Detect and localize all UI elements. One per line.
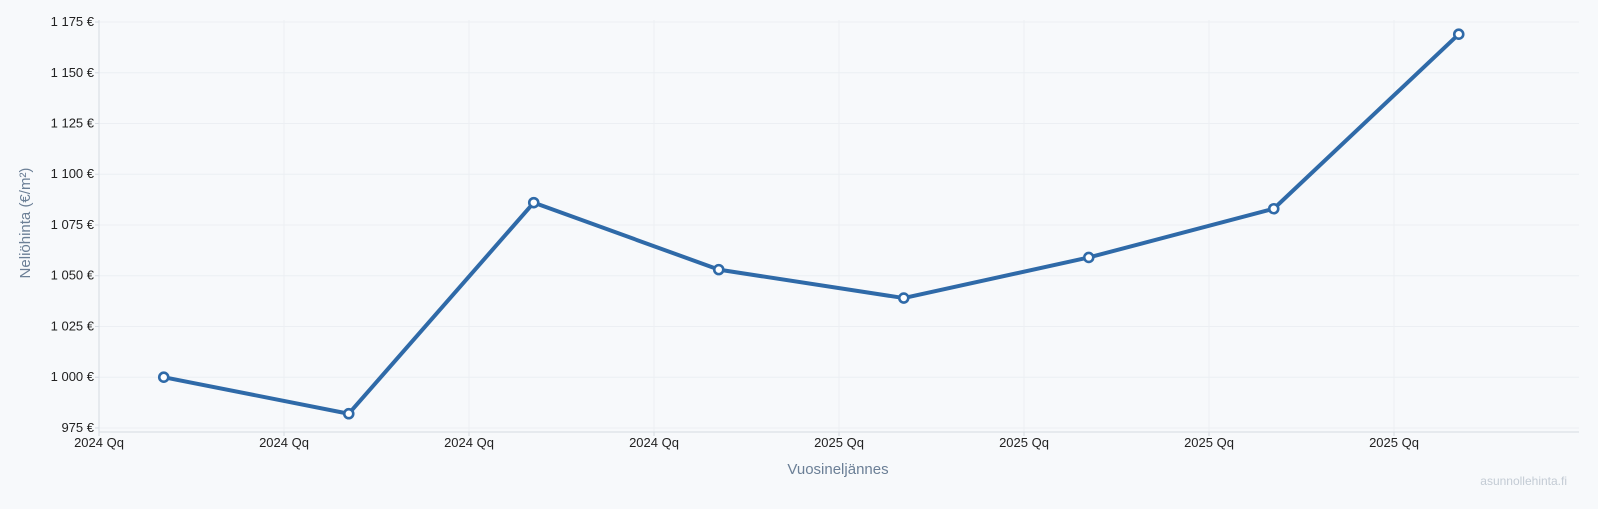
y-tick-label: 1 100 € <box>51 166 95 181</box>
x-axis-title: Vuosineljännes <box>787 461 888 478</box>
data-point[interactable] <box>342 407 355 420</box>
data-point[interactable] <box>157 371 170 384</box>
data-point[interactable] <box>712 263 725 276</box>
y-tick-label: 1 150 € <box>51 65 95 80</box>
gridlines <box>99 20 1579 432</box>
x-tick-label: 2025 Qq <box>1369 435 1419 450</box>
data-point[interactable] <box>1082 251 1095 264</box>
y-axis-title: Neliöhinta (€/m²) <box>17 168 34 279</box>
watermark-text: asunnollehinta.fi <box>1480 474 1567 488</box>
series-group <box>157 28 1465 420</box>
y-tick-label: 975 € <box>61 420 94 435</box>
data-point[interactable] <box>527 196 540 209</box>
y-tick-label: 1 125 € <box>51 116 95 131</box>
data-point[interactable] <box>1452 28 1465 41</box>
y-axis-ticks: 975 € 1 000 € 1 025 € 1 050 € 1 075 € 1 100 €… <box>51 14 99 435</box>
y-tick-label: 1 175 € <box>51 14 95 29</box>
y-tick-label: 1 000 € <box>51 369 95 384</box>
data-point[interactable] <box>897 292 910 304</box>
series-line <box>161 32 1461 416</box>
x-tick-label: 2024 Qq <box>259 435 309 450</box>
x-tick-label: 2025 Qq <box>814 435 864 450</box>
y-tick-label: 1 050 € <box>51 268 95 283</box>
x-tick-label: 2025 Qq <box>999 435 1049 450</box>
y-tick-label: 1 025 € <box>51 318 95 333</box>
x-tick-label: 2024 Qq <box>74 435 124 450</box>
y-tick-label: 1 075 € <box>51 217 95 232</box>
x-tick-label: 2024 Qq <box>629 435 679 450</box>
data-point[interactable] <box>1267 202 1280 215</box>
x-tick-label: 2025 Qq <box>1184 435 1234 450</box>
x-tick-label: 2024 Qq <box>444 435 494 450</box>
x-axis-ticks: 2024 Qq 2024 Qq 2024 Qq 2024 Qq 2025 Qq 2025 … <box>74 432 1419 450</box>
